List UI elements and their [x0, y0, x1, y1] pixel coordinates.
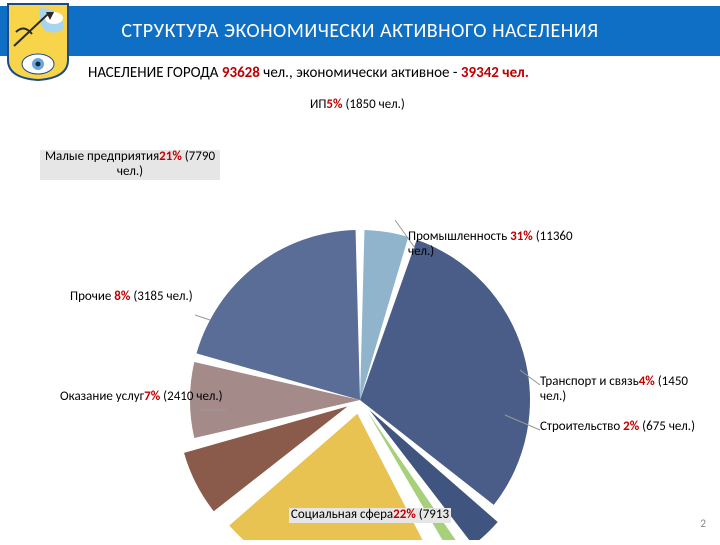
slice-label: Транспорт и связь4% (1450 чел.): [540, 375, 710, 405]
slice-label: Прочие 8% (3185 чел.): [70, 290, 230, 305]
slice-label: Промышленность 31% (11360 чел.): [408, 230, 588, 260]
slice-label: Социальная сфера22% (7913: [280, 508, 460, 523]
leader-line: [195, 315, 210, 320]
slice-label: Строительство 2% (675 чел.): [540, 420, 720, 435]
pie-chart-area: ИП5% (1850 чел.) Промышленность 31% (1136…: [0, 90, 720, 540]
slice-label: ИП5% (1850 чел.): [310, 98, 510, 113]
coat-of-arms: [6, 2, 70, 82]
slice-label: Оказание услуг7% (2410 чел.): [60, 390, 230, 405]
slice-label: Малые предприятия21% (7790 чел.): [40, 150, 220, 180]
page-title: СТРУКТУРА ЭКОНОМИЧЕСКИ АКТИВНОГО НАСЕЛЕН…: [121, 20, 598, 43]
subtitle: НАСЕЛЕНИЕ ГОРОДА 93628 чел., экономическ…: [88, 64, 708, 82]
subtitle-prefix: НАСЕЛЕНИЕ ГОРОДА: [88, 64, 222, 82]
subtitle-mid: чел., экономически активное -: [260, 64, 461, 82]
header-bar: СТРУКТУРА ЭКОНОМИЧЕСКИ АКТИВНОГО НАСЕЛЕН…: [0, 6, 720, 56]
population-value: 93628: [222, 64, 260, 82]
page-number: 2: [700, 517, 706, 530]
active-value: 39342 чел.: [461, 64, 529, 82]
